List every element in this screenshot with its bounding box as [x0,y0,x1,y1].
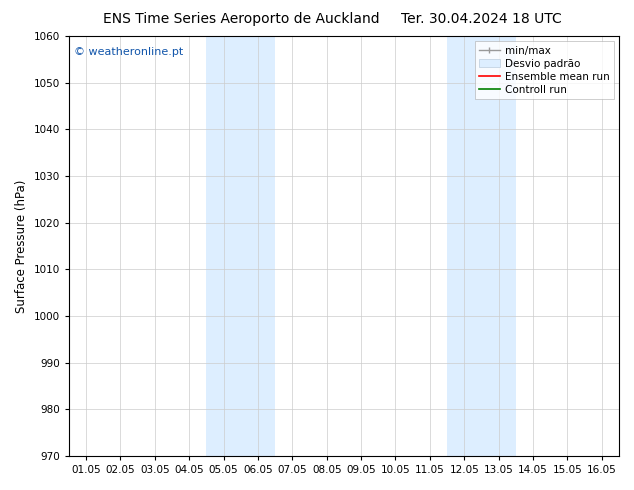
Legend: min/max, Desvio padrão, Ensemble mean run, Controll run: min/max, Desvio padrão, Ensemble mean ru… [475,41,614,99]
Text: © weatheronline.pt: © weatheronline.pt [74,47,184,57]
Text: ENS Time Series Aeroporto de Auckland: ENS Time Series Aeroporto de Auckland [103,12,379,26]
Text: Ter. 30.04.2024 18 UTC: Ter. 30.04.2024 18 UTC [401,12,562,26]
Bar [447,36,516,456]
Y-axis label: Surface Pressure (hPa): Surface Pressure (hPa) [15,179,28,313]
Bar [207,36,275,456]
